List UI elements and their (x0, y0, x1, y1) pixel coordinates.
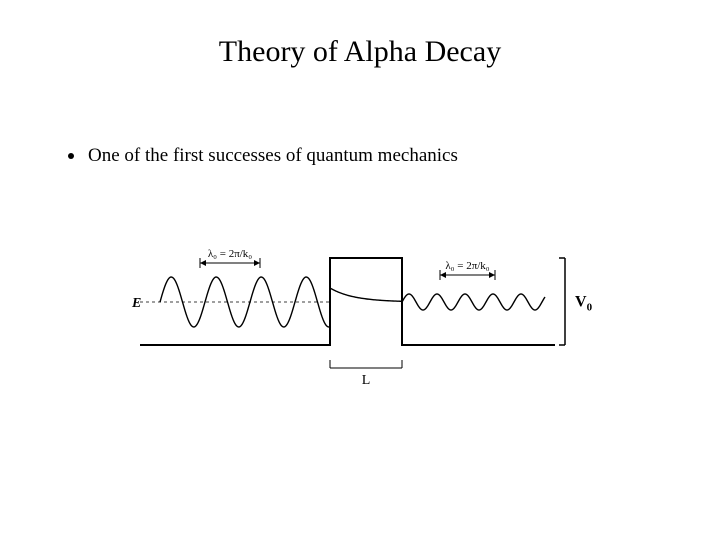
slide-title: Theory of Alpha Decay (0, 35, 720, 69)
bullet-text: One of the first successes of quantum me… (88, 145, 458, 167)
svg-text:λ₀ = 2π/k₀: λ₀ = 2π/k₀ (445, 260, 489, 272)
svg-text:λ₀ = 2π/k₀: λ₀ = 2π/k₀ (208, 248, 252, 260)
svg-text:E: E (131, 296, 141, 311)
bullet-icon (68, 153, 74, 159)
svg-text:L: L (362, 373, 371, 388)
barrier-diagram: Eλ₀ = 2π/k₀ λ₀ = 2π/k₀ L V0 (130, 230, 600, 400)
svg-text:V0: V0 (575, 294, 593, 314)
bullet-item: One of the first successes of quantum me… (68, 145, 458, 167)
